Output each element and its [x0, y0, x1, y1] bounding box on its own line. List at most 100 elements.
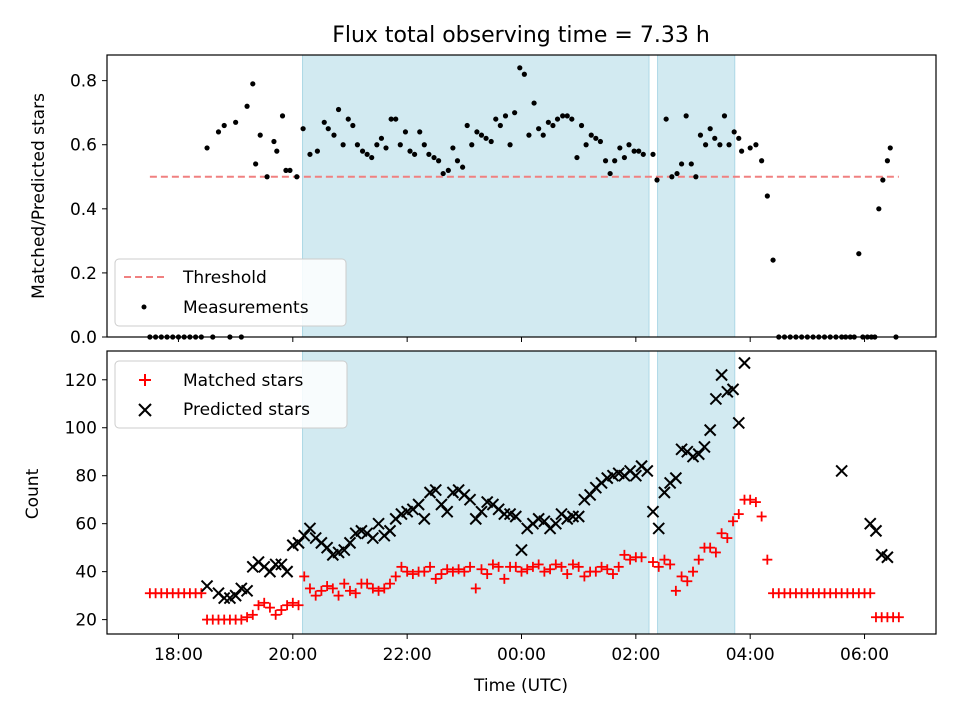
measurement-point	[702, 142, 709, 148]
bottom-observing-windows	[302, 350, 736, 635]
measurement-point	[747, 145, 753, 151]
matched-point	[322, 581, 333, 592]
top-y-axis-label: Matched/Predicted stars	[29, 93, 49, 299]
measurement-point	[876, 206, 882, 212]
matched-point	[287, 597, 298, 608]
predicted-point	[549, 517, 563, 530]
measurement-point	[307, 151, 313, 157]
measurement-point	[250, 81, 256, 87]
measurement-point	[253, 161, 259, 167]
matched-point	[579, 571, 590, 582]
matched-point	[390, 571, 401, 582]
matched-point	[419, 566, 430, 577]
measurement-point	[233, 119, 239, 125]
matched-point	[333, 590, 344, 601]
x-tick-label: 20:00	[268, 645, 317, 665]
legend-measurements-label: Measurements	[183, 298, 309, 318]
matched-point	[613, 561, 624, 572]
measurement-point	[388, 116, 394, 122]
matched-point	[430, 573, 441, 584]
matched-point	[636, 552, 647, 563]
predicted-point	[709, 392, 723, 406]
measurement-point	[271, 138, 277, 145]
x-tick-label: 04:00	[726, 645, 775, 665]
measurement-point	[340, 142, 346, 148]
measurement-point	[345, 116, 351, 122]
measurement-point	[574, 154, 580, 161]
matched-point	[705, 542, 716, 553]
predicted-point	[692, 447, 705, 461]
bottom-y-ticks: 20 40 60 80 100 120	[65, 371, 107, 631]
matched-point	[510, 561, 521, 572]
predicted-point	[463, 493, 477, 506]
measurement-point	[478, 132, 485, 138]
measurement-point	[721, 113, 728, 119]
matched-point	[756, 511, 767, 522]
measurement-point	[378, 135, 385, 141]
x-tick-label: 06:00	[840, 645, 889, 665]
matched-point	[682, 576, 693, 587]
bottom-y-tick-label: 20	[75, 611, 97, 631]
matched-point	[304, 583, 315, 594]
measurement-point	[283, 167, 289, 173]
measurement-point	[612, 158, 618, 164]
predicted-point	[703, 423, 717, 437]
chart-title: Flux total observing time = 7.33 h	[332, 23, 710, 48]
measurement-point	[569, 116, 575, 122]
matched-point	[733, 509, 744, 520]
matched-point	[310, 590, 321, 601]
predicted-point	[698, 440, 711, 454]
measurement-point	[540, 132, 546, 138]
measurement-point	[488, 138, 494, 145]
matched-point	[270, 609, 281, 620]
matched-point	[602, 564, 613, 575]
matched-point	[893, 612, 904, 623]
measurement-point	[554, 116, 561, 122]
predicted-point	[641, 464, 654, 478]
measurement-point	[321, 119, 327, 125]
measurement-point	[717, 142, 723, 148]
legend-matched-swatch	[139, 374, 151, 386]
matched-point	[396, 561, 407, 572]
predicted-point	[864, 517, 877, 530]
measurement-point	[421, 142, 427, 148]
measurement-point	[588, 132, 594, 138]
measurement-point	[617, 145, 623, 151]
measurement-point	[578, 122, 585, 129]
matched-point	[567, 559, 578, 570]
measurement-point	[335, 106, 342, 113]
predicted-point	[338, 543, 351, 557]
top-x-ticks	[177, 337, 866, 342]
measurement-point	[631, 148, 637, 154]
matched-point	[676, 571, 687, 582]
matched-point	[745, 494, 756, 505]
measurement-point	[654, 177, 660, 183]
matched-point	[385, 578, 396, 589]
matched-point	[436, 569, 447, 580]
measurement-point	[669, 174, 675, 180]
measurement-point	[314, 148, 320, 154]
measurement-point	[626, 142, 632, 148]
measurement-point	[759, 158, 765, 164]
top-y-tick-label: 0.2	[70, 264, 97, 284]
predicted-point	[509, 510, 522, 523]
predicted-point	[583, 488, 597, 502]
measurement-point	[640, 151, 646, 157]
legend-predicted-label: Predicted stars	[183, 400, 310, 420]
measurement-point	[493, 116, 499, 122]
bottom-x-ticks: 18:00 20:00 22:00 00:00 02:00 04:00 06:00	[154, 634, 889, 665]
matched-point	[402, 566, 413, 577]
legend-measurement-swatch	[141, 304, 147, 310]
measurement-point	[364, 151, 370, 157]
top-y-tick-label: 0.8	[70, 72, 97, 92]
measurement-point	[560, 113, 566, 119]
x-axis-label: Time (UTC)	[473, 676, 568, 696]
measurement-point	[294, 174, 300, 180]
measurement-point	[536, 126, 542, 132]
measurement-point	[374, 142, 380, 148]
measurement-point	[678, 161, 685, 167]
matched-point	[299, 571, 310, 582]
measurement-point	[417, 129, 423, 135]
matched-point	[573, 561, 584, 572]
matched-point	[196, 588, 207, 599]
